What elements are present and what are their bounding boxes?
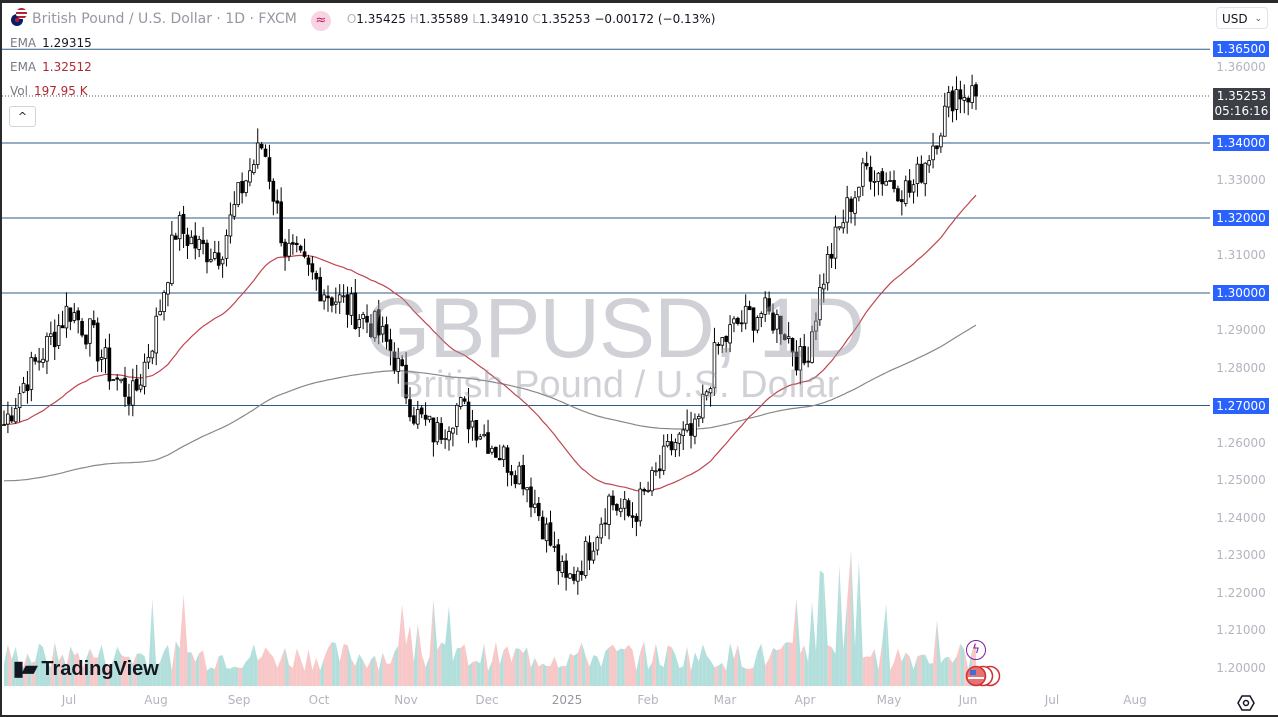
watermark-description: British Pound / U.S. Dollar (398, 364, 840, 406)
symbol-title[interactable]: British Pound / U.S. Dollar · 1D · FXCM (32, 11, 297, 27)
ohlc-values: O1.35425 H1.35589 L1.34910 C1.35253 −0.00… (346, 12, 716, 26)
currency-select[interactable]: USD ⌄ (1216, 7, 1268, 29)
price-chart-canvas[interactable] (0, 0, 1210, 690)
price-tick: 1.20000 (1216, 661, 1266, 675)
time-tick: Aug (144, 693, 168, 707)
level-label-5: 1.27000 (1213, 398, 1269, 414)
time-tick-year: 2025 (551, 693, 583, 707)
time-tick: May (876, 693, 902, 707)
level-label-4: 1.30000 (1213, 285, 1269, 301)
time-tick: Mar (713, 693, 737, 707)
time-tick: Apr (794, 693, 816, 707)
time-tick: Oct (308, 693, 330, 707)
tradingview-logo[interactable]: ▮▰ TradingView (13, 658, 159, 680)
price-tick: 1.24000 (1216, 511, 1266, 525)
time-tick: Sep (227, 693, 251, 707)
level-label-3: 1.32000 (1213, 210, 1269, 226)
bar-countdown: 05:16:16 (1214, 104, 1269, 118)
gbp-usd-flag-icon (10, 8, 28, 27)
symbol-legend: British Pound / U.S. Dollar · 1D · FXCM ≈… (10, 8, 715, 31)
ema-slow-line (3, 324, 977, 482)
ema-fast-line (3, 194, 977, 492)
price-tick: 1.23000 (1216, 548, 1266, 562)
price-tick: 1.25000 (1216, 473, 1266, 487)
chevron-up-icon: ^ (17, 110, 28, 123)
watermark-symbol: GBPUSD, 1D (365, 281, 865, 375)
price-tick: 1.28000 (1216, 361, 1266, 375)
lightning-event-icon[interactable]: ϟ (966, 640, 986, 660)
time-tick: Jun (958, 693, 978, 707)
price-tick: 1.33000 (1216, 173, 1266, 187)
chevron-down-icon: ⌄ (1254, 14, 1262, 24)
chart-settings-gear-icon[interactable] (1237, 694, 1255, 712)
level-label-1: 1.36500 (1213, 41, 1269, 57)
indicator-ema-fast[interactable]: EMA 1.32512 (10, 60, 92, 74)
time-tick: Jul (1044, 693, 1060, 707)
last-price-label: 1.35253 05:16:16 (1213, 88, 1270, 120)
time-tick: Nov (394, 693, 418, 707)
candlesticks (2, 74, 978, 595)
price-tick: 1.22000 (1216, 586, 1266, 600)
us-economic-events-icon[interactable] (965, 665, 1001, 687)
tradingview-logo-icon: ▮▰ (13, 658, 37, 680)
indicator-ema-slow[interactable]: EMA 1.29315 (10, 36, 92, 50)
price-change: −0.00172 (−0.13%) (594, 12, 716, 26)
price-tick: 1.31000 (1216, 248, 1266, 262)
price-tick: 1.29000 (1216, 323, 1266, 337)
time-tick: Jul (61, 693, 77, 707)
time-tick: Feb (637, 693, 659, 707)
compare-icon[interactable]: ≈ (310, 11, 331, 31)
time-tick: Dec (475, 693, 499, 707)
indicator-volume[interactable]: Vol 197.95 K (10, 84, 88, 98)
time-tick: Aug (1123, 693, 1147, 707)
collapse-legend-button[interactable]: ^ (9, 106, 36, 127)
price-tick: 1.21000 (1216, 623, 1266, 637)
volume-histogram (4, 550, 976, 686)
level-label-2: 1.34000 (1213, 135, 1269, 151)
price-tick: 1.36000 (1216, 60, 1266, 74)
price-tick: 1.26000 (1216, 436, 1266, 450)
